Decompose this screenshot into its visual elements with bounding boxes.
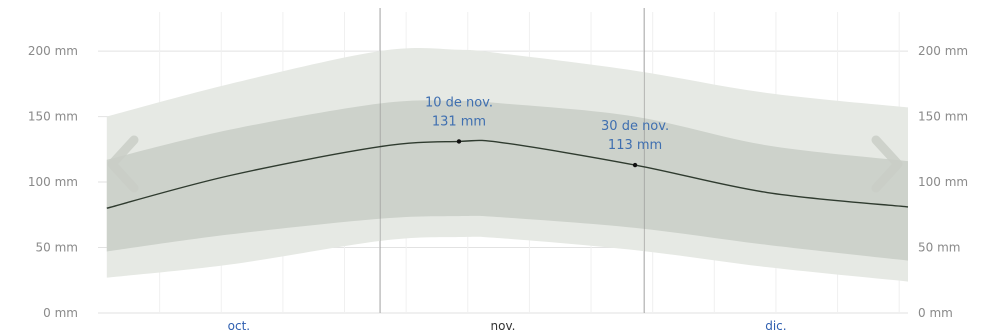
y-tick-label-right: 50 mm	[918, 241, 960, 255]
band-25-75	[106, 100, 909, 261]
percentile-bands	[106, 48, 909, 282]
annotation-value: 131 mm	[432, 114, 486, 129]
y-tick-label-right: 0 mm	[918, 306, 953, 320]
median-series	[106, 139, 909, 209]
y-tick-label-left: 0 mm	[43, 306, 78, 320]
annotation-point	[456, 139, 462, 144]
y-tick-label-left: 200 mm	[28, 44, 78, 58]
x-tick-label: dic.	[765, 319, 786, 333]
y-tick-label-left: 150 mm	[28, 110, 78, 124]
y-tick-label-right: 200 mm	[918, 44, 968, 58]
annotations: 10 de nov. 131 mm 30 de nov. 113 mm	[425, 95, 669, 168]
annotation-date: 10 de nov.	[425, 95, 493, 110]
x-tick-label: nov.	[491, 319, 516, 333]
highlight-lines	[379, 8, 645, 313]
x-axis-labels: oct. nov. dic.	[228, 319, 787, 333]
annotation-date: 30 de nov.	[601, 119, 669, 134]
y-tick-label-left: 100 mm	[28, 175, 78, 189]
x-tick-label: oct.	[228, 319, 250, 333]
arrow-right-icon[interactable]	[871, 135, 903, 193]
y-axis-left: 0 mm 50 mm 100 mm 150 mm 200 mm	[28, 44, 78, 320]
arrow-left-icon[interactable]	[107, 135, 139, 193]
annotation-value: 113 mm	[608, 138, 662, 153]
nav-arrows[interactable]	[107, 135, 903, 193]
y-tick-label-left: 50 mm	[36, 241, 78, 255]
annotation-point	[632, 162, 638, 168]
y-tick-label-right: 100 mm	[918, 175, 968, 189]
median-line	[106, 139, 909, 209]
y-tick-label-right: 150 mm	[918, 110, 968, 124]
y-axis-right: 0 mm 50 mm 100 mm 150 mm 200 mm	[918, 44, 968, 320]
